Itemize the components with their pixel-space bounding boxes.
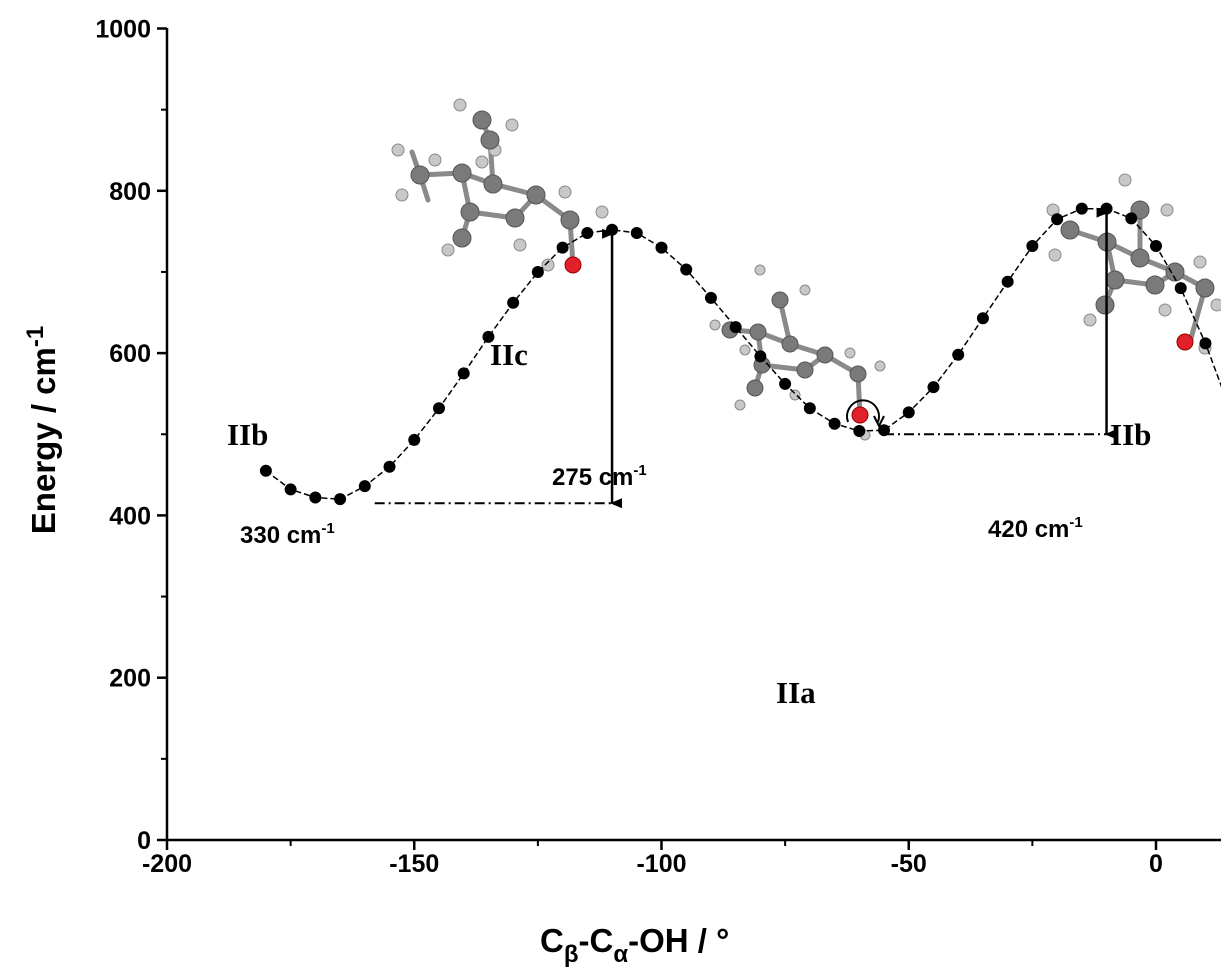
data-point <box>803 402 816 415</box>
data-point <box>259 464 272 477</box>
x-tick-label: -100 <box>636 850 686 878</box>
data-point <box>457 367 470 380</box>
data-point <box>704 291 717 304</box>
data-point <box>334 493 347 506</box>
conformer-label-iic: IIc <box>490 337 528 372</box>
data-point <box>902 406 915 419</box>
data-point <box>408 433 421 446</box>
barrier-label: 420 cm-1 <box>988 514 1083 543</box>
y-tick-label: 400 <box>109 502 151 530</box>
ticks <box>157 27 1158 850</box>
y-tick-label: 1000 <box>95 16 151 44</box>
barrier-label: 330 cm-1 <box>240 520 335 549</box>
y-tick-label: 0 <box>137 827 151 855</box>
x-tick-label: -50 <box>891 850 927 878</box>
data-point <box>482 330 495 343</box>
y-tick-label: 800 <box>109 178 151 206</box>
y-axis-title: Energy / cm-1 <box>22 326 62 534</box>
x-tick-label: -200 <box>142 850 192 878</box>
data-point <box>952 348 965 361</box>
data-point <box>630 226 643 239</box>
data-point <box>1075 202 1088 215</box>
data-point <box>1051 213 1064 226</box>
conformer-labels: IIb IIc IIa IIb <box>227 337 1151 710</box>
data-point <box>779 377 792 390</box>
tick-labels: -200-150-100-500501001502000200400600800… <box>95 16 1163 879</box>
x-axis-title: Cβ-Cα-OH / ° <box>540 922 729 968</box>
molecule-structure-iic <box>391 98 609 274</box>
conformer-label-iia: IIa <box>776 675 816 710</box>
data-point <box>655 241 668 254</box>
data-point <box>853 425 866 438</box>
data-point <box>358 480 371 493</box>
data-point <box>754 350 767 363</box>
data-point <box>581 226 594 239</box>
data-point <box>507 296 520 309</box>
data-points <box>259 202 1212 506</box>
axis-titles: Cβ-Cα-OH / ° Energy / cm-1 <box>22 326 729 968</box>
x-tick-label: -150 <box>389 850 439 878</box>
data-point <box>383 460 396 473</box>
conformer-label-iib-left: IIb <box>227 417 268 452</box>
conformer-label-iib-right: IIb <box>1110 417 1151 452</box>
molecule-structure-iia <box>709 264 886 441</box>
data-point <box>828 417 841 430</box>
barrier-annotations: 330 cm-1 275 cm-1 420 cm-1 <box>240 207 1117 549</box>
data-point <box>1199 337 1212 350</box>
x-tick-label: 0 <box>1149 850 1163 878</box>
molecule-structure-iib <box>1046 173 1221 355</box>
data-point <box>680 263 693 276</box>
series-line <box>265 207 1221 500</box>
data-point <box>556 241 569 254</box>
data-point <box>729 321 742 334</box>
data-point <box>878 424 891 437</box>
data-point <box>284 483 297 496</box>
energy-curve <box>265 207 1221 500</box>
data-point <box>1001 275 1014 288</box>
data-point <box>1174 282 1187 295</box>
data-point <box>927 381 940 394</box>
data-point <box>1125 212 1138 225</box>
data-point <box>1150 239 1162 252</box>
axes <box>165 28 1221 842</box>
data-point <box>1026 239 1039 252</box>
data-point <box>432 402 445 415</box>
data-point <box>976 312 989 325</box>
y-tick-label: 600 <box>109 340 151 368</box>
data-point <box>531 265 544 278</box>
y-tick-label: 200 <box>109 665 151 693</box>
barrier-label: 275 cm-1 <box>552 462 647 491</box>
data-point <box>309 491 322 504</box>
